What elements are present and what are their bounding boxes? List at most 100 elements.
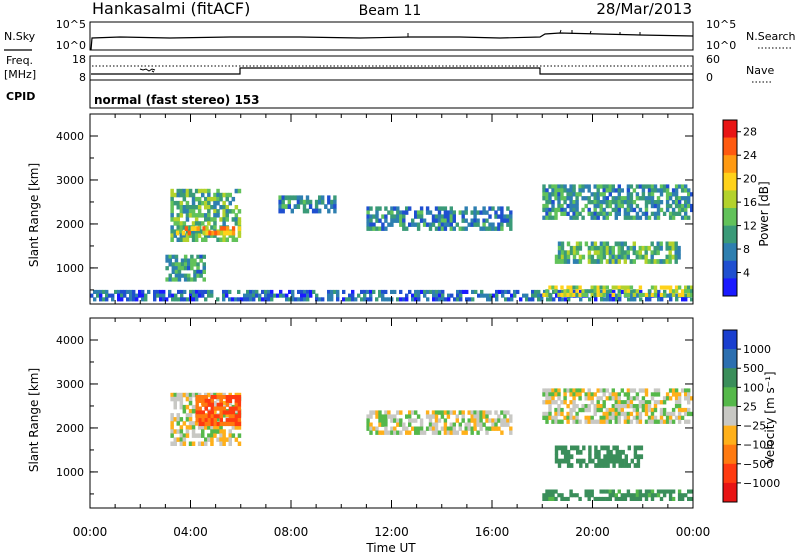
freq-panel: Freq. [MHz] 18 8 60 0 Nave [4, 53, 774, 84]
power-colorbar-segment [723, 137, 737, 156]
power-colorbar-segment [723, 208, 737, 226]
power-y-tick-label: 1000 [56, 262, 84, 275]
velocity-colorbar-tick-label: 1000 [743, 343, 771, 356]
velocity-colorbar-tick-label: 25 [743, 400, 757, 413]
velocity-y-tick-label: 4000 [56, 334, 84, 347]
velocity-colorbar: 1000 500 100 25 −25 −100 −500 −1000 [722, 329, 780, 503]
noise-panel: N.Sky 10^5 10^0 10^5 10^0 N.Search [4, 18, 796, 52]
velocity-colorbar-tick-label: −500 [743, 458, 773, 471]
cpid-label: CPID [6, 90, 35, 103]
velocity-y-tick-label: 3000 [56, 378, 84, 391]
power-colorbar-tick-label: 8 [743, 243, 750, 256]
velocity-colorbar-tick-label: −1000 [743, 477, 780, 490]
velocity-colorbar-tick-label: −25 [743, 420, 766, 433]
velocity-data-layer [170, 388, 694, 501]
power-feature [170, 188, 242, 242]
power-y-tick-label: 4000 [56, 130, 84, 143]
velocity-feature [542, 489, 694, 501]
velocity-colorbar-label: Velocity [m s⁻¹] [763, 371, 777, 464]
x-tick-label: 00:00 [676, 525, 711, 539]
x-tick-label: 00:00 [73, 525, 108, 539]
power-y-tick-label: 3000 [56, 174, 84, 187]
power-y-tick-label: 2000 [56, 218, 84, 231]
x-tick-label: 04:00 [173, 525, 208, 539]
velocity-colorbar-segment [723, 463, 737, 484]
power-colorbar-tick-label: 4 [743, 267, 750, 280]
freq-left-label-1: Freq. [6, 54, 33, 67]
velocity-axes: 1000 2000 3000 4000 [56, 317, 694, 508]
velocity-colorbar-segment [723, 349, 737, 369]
x-tick-label: 16:00 [475, 525, 510, 539]
power-colorbar-segment [723, 172, 737, 191]
x-tick-label: 08:00 [274, 525, 309, 539]
freq-right-tick-top: 60 [706, 53, 720, 66]
velocity-feature [554, 445, 644, 468]
noise-left-label: N.Sky [4, 30, 36, 43]
freq-left-tick-top: 18 [72, 53, 86, 66]
cpid-text: normal (fast stereo) 153 [94, 93, 260, 107]
freq-left-label-2: [MHz] [4, 68, 36, 81]
freq-right-tick-bottom: 0 [706, 71, 713, 84]
power-colorbar-tick-label: 12 [743, 220, 757, 233]
power-feature [278, 195, 337, 214]
power-colorbar-tick-label: 16 [743, 196, 757, 209]
noise-right-tick-top: 10^5 [706, 18, 736, 31]
x-axis-label: Time UT [365, 541, 416, 554]
freq-trace [91, 67, 693, 75]
noise-right-tick-bottom: 10^0 [706, 39, 736, 52]
velocity-panel: 1000 2000 3000 4000 Slant Range [km] [27, 317, 694, 509]
noise-left-tick-bottom: 10^0 [56, 39, 86, 52]
velocity-colorbar-segment [723, 368, 737, 388]
power-colorbar-tick-label: 24 [743, 149, 757, 162]
noise-left-tick-top: 10^5 [56, 18, 86, 31]
power-colorbar-segment [723, 260, 737, 279]
velocity-colorbar-tick-label: −100 [743, 439, 773, 452]
power-colorbar-segment [723, 190, 737, 209]
noise-right-label: N.Search [746, 30, 796, 43]
velocity-feature [195, 395, 242, 427]
power-feature [366, 206, 513, 231]
cpid-panel: CPID normal (fast stereo) 153 [6, 79, 694, 109]
date-title: 28/Mar/2013 [596, 0, 692, 18]
x-tick-label: 12:00 [374, 525, 409, 539]
x-tick-labels: 00:00 04:00 08:00 12:00 16:00 20:00 00:00 [73, 525, 711, 539]
power-colorbar-segment [723, 155, 737, 174]
power-colorbar-segment [723, 225, 737, 244]
velocity-y-tick-label: 1000 [56, 466, 84, 479]
velocity-colorbar-segment [723, 482, 737, 503]
station-title: Hankasalmi (fitACF) [92, 0, 250, 18]
power-feature [542, 285, 694, 297]
freq-left-tick-bottom: 8 [79, 71, 86, 84]
power-colorbar-label: Power [dB] [757, 181, 771, 246]
power-ylabel: Slant Range [km] [27, 163, 41, 267]
beam-title: Beam 11 [359, 3, 422, 19]
power-colorbar-tick-label: 28 [743, 126, 757, 139]
noise-sky-trace [90, 32, 694, 51]
velocity-feature [366, 410, 513, 435]
velocity-y-tick-label: 2000 [56, 422, 84, 435]
power-colorbar-segment [723, 120, 737, 138]
power-feature [165, 254, 206, 282]
power-feature [175, 226, 242, 236]
velocity-colorbar-segment [723, 425, 737, 445]
power-colorbar-tick-label: 20 [743, 173, 757, 186]
power-colorbar: 4 8 12 16 20 24 28 [722, 119, 757, 297]
velocity-colorbar-tick-label: 500 [743, 362, 764, 375]
velocity-colorbar-segment [723, 406, 737, 426]
freq-right-label: Nave [746, 64, 774, 77]
velocity-feature [542, 388, 694, 424]
power-colorbar-segment [723, 243, 737, 262]
power-feature [542, 184, 694, 220]
velocity-colorbar-segment [723, 444, 737, 465]
power-colorbar-segment [723, 278, 737, 297]
power-feature [554, 241, 681, 264]
power-axes: 1000 2000 3000 4000 [56, 113, 694, 304]
x-tick-label: 20:00 [575, 525, 610, 539]
velocity-colorbar-segment [723, 330, 737, 350]
velocity-colorbar-tick-label: 100 [743, 381, 764, 394]
velocity-colorbar-segment [723, 387, 737, 407]
velocity-ylabel: Slant Range [km] [27, 368, 41, 472]
power-panel: 1000 2000 3000 4000 Slant Range [km] [27, 113, 694, 305]
power-data-layer [90, 184, 694, 302]
